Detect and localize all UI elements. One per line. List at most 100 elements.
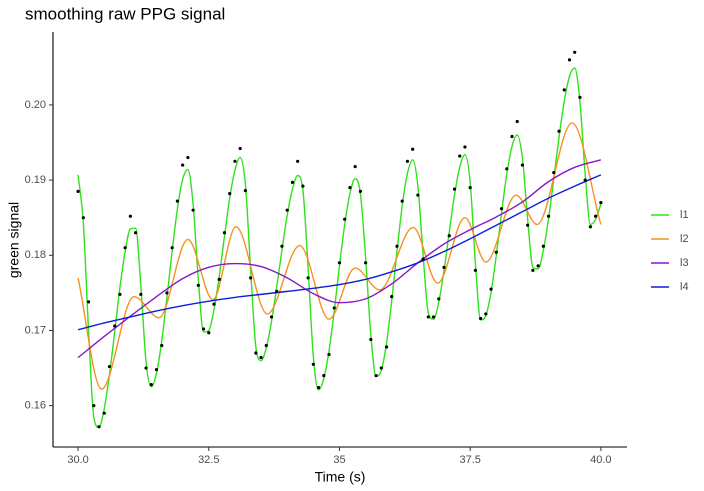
raw-point: [426, 315, 430, 319]
raw-point: [541, 244, 545, 248]
raw-point: [510, 134, 514, 139]
raw-point: [139, 292, 143, 296]
raw-point: [505, 167, 509, 171]
raw-point: [186, 155, 190, 160]
raw-point: [316, 386, 321, 390]
raw-point: [181, 163, 185, 167]
raw-point: [468, 186, 472, 190]
y-tick-label: 0.16: [25, 400, 46, 412]
raw-point: [594, 214, 598, 218]
raw-point: [301, 184, 305, 188]
raw-point: [290, 180, 295, 184]
raw-point: [343, 217, 347, 221]
raw-point: [353, 164, 357, 169]
raw-point: [118, 292, 122, 296]
y-tick-label: 0.17: [25, 324, 46, 336]
raw-point: [275, 289, 279, 293]
raw-point: [379, 366, 383, 370]
raw-point: [369, 337, 373, 342]
legend-label: l4: [680, 281, 689, 293]
series-line: [77, 159, 602, 359]
raw-point: [322, 373, 326, 378]
raw-point: [578, 95, 582, 100]
raw-point: [233, 159, 237, 163]
raw-point: [374, 373, 378, 378]
raw-point: [149, 382, 153, 387]
raw-point: [337, 261, 342, 265]
raw-point: [489, 287, 493, 291]
raw-point: [81, 216, 85, 220]
y-tick-label: 0.19: [25, 174, 46, 186]
raw-point: [588, 225, 593, 229]
raw-point: [107, 364, 112, 369]
raw-point: [264, 343, 268, 348]
raw-point: [562, 88, 566, 92]
raw-point: [311, 362, 315, 366]
raw-point: [212, 302, 216, 306]
raw-point: [531, 268, 535, 272]
raw-point: [421, 257, 425, 261]
raw-point: [254, 351, 258, 355]
raw-point: [144, 366, 148, 370]
raw-point: [390, 295, 394, 299]
raw-point: [526, 223, 530, 227]
raw-point: [123, 246, 127, 250]
raw-point: [243, 189, 247, 193]
raw-point: [133, 231, 138, 235]
raw-point: [327, 352, 331, 357]
x-tick-label: 30.0: [67, 454, 88, 466]
raw-point: [479, 316, 483, 321]
raw-point: [306, 276, 310, 280]
series-line: [77, 174, 602, 331]
raw-point: [97, 425, 101, 429]
raw-point: [175, 199, 180, 203]
raw-point: [196, 283, 200, 287]
raw-point: [463, 145, 467, 149]
raw-point: [280, 244, 284, 248]
raw-point: [567, 58, 572, 62]
chart-title: smoothing raw PPG signal: [25, 4, 225, 23]
raw-point: [259, 355, 263, 360]
x-axis-label: Time (s): [315, 469, 366, 485]
raw-point: [358, 189, 362, 193]
raw-point: [201, 327, 206, 331]
legend-label: l1: [680, 209, 689, 221]
raw-point: [599, 201, 603, 205]
raw-point: [583, 178, 587, 182]
raw-point: [557, 129, 561, 133]
legend-label: l2: [680, 233, 689, 245]
raw-point: [348, 186, 352, 190]
raw-point: [102, 411, 106, 415]
y-tick-label: 0.20: [25, 99, 46, 111]
x-tick-label: 35: [333, 454, 345, 466]
raw-point: [431, 315, 436, 319]
raw-point: [536, 264, 540, 268]
raw-point: [76, 189, 80, 193]
raw-point: [154, 367, 159, 372]
y-tick-label: 0.18: [25, 249, 46, 261]
raw-point: [86, 300, 91, 304]
y-axis-label: green signal: [6, 202, 22, 278]
raw-point: [494, 250, 498, 254]
raw-point: [447, 234, 451, 238]
raw-point: [499, 207, 504, 211]
raw-point: [546, 214, 551, 218]
raw-point: [296, 159, 300, 163]
raw-point: [437, 297, 441, 301]
raw-point: [160, 343, 164, 348]
raw-point: [384, 345, 389, 349]
raw-point: [484, 312, 488, 316]
raw-point: [452, 187, 457, 191]
raw-point: [405, 159, 410, 163]
raw-point: [191, 208, 195, 212]
legend-label: l3: [680, 257, 689, 269]
raw-point: [222, 231, 227, 235]
raw-point: [573, 50, 577, 54]
raw-point: [332, 306, 336, 310]
raw-point: [520, 163, 525, 167]
raw-point: [269, 315, 274, 319]
raw-point: [285, 208, 289, 212]
series-line: [77, 67, 602, 429]
raw-point: [473, 268, 477, 272]
